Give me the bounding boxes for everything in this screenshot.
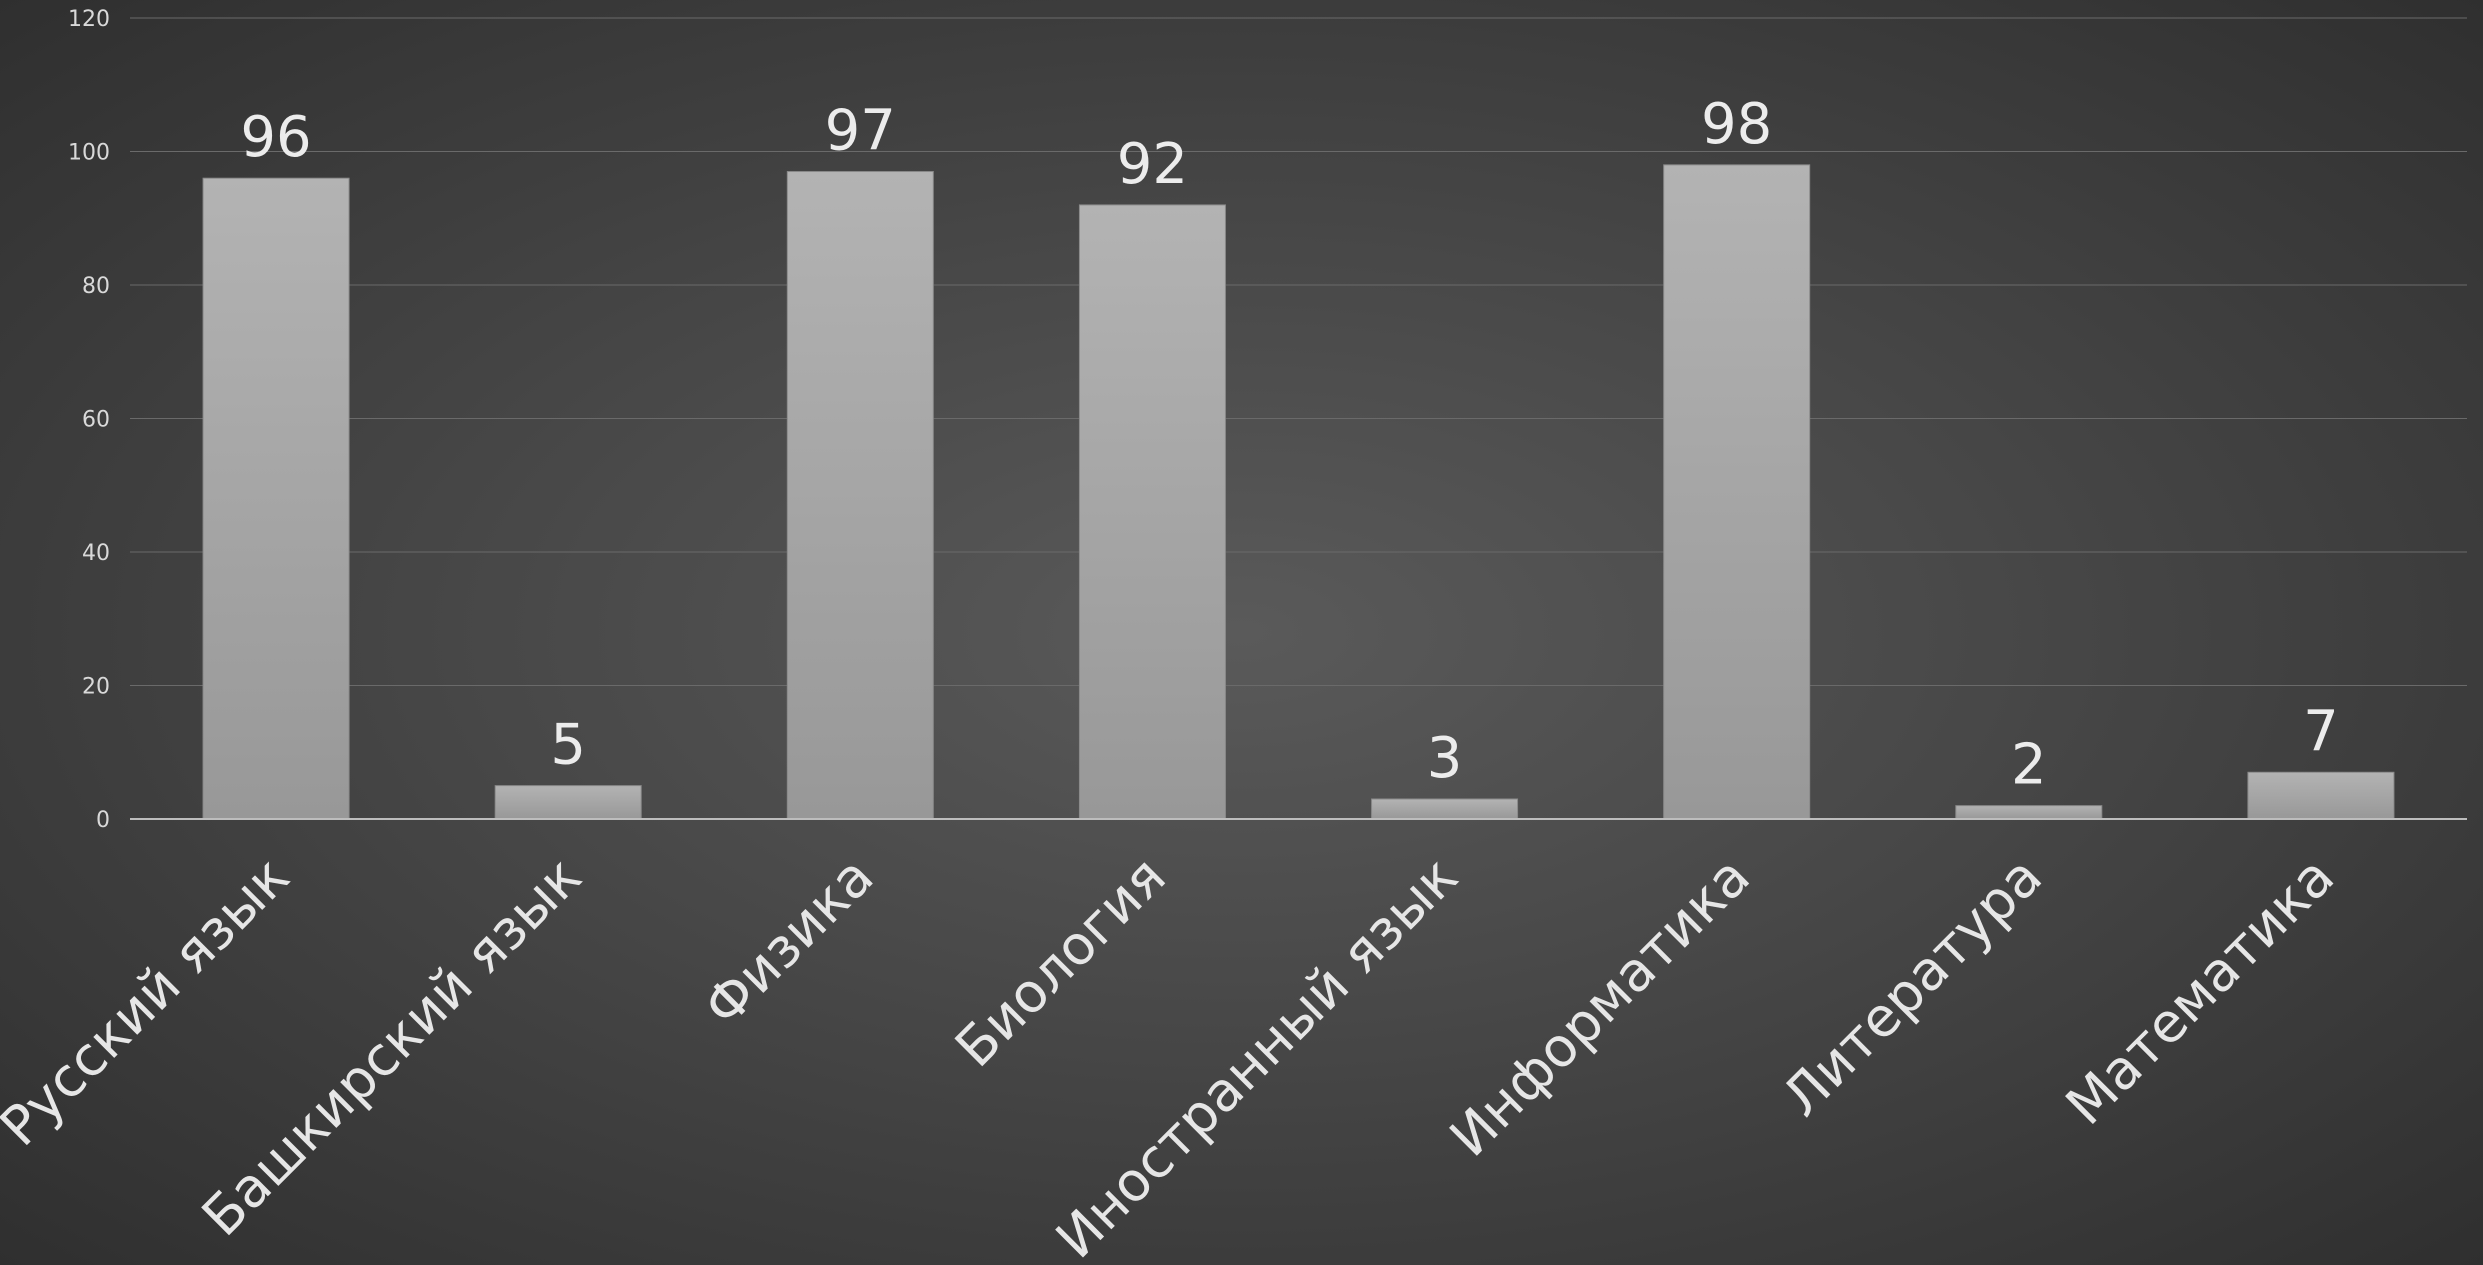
bar	[1955, 805, 2103, 820]
x-tick-label: Литература	[1770, 845, 2054, 1129]
x-tick-label: Русский язык	[0, 845, 301, 1158]
bar	[494, 785, 642, 820]
x-tick-label: Биология	[943, 845, 1178, 1080]
data-label: 7	[2303, 699, 2339, 764]
bars	[202, 164, 2395, 820]
data-label: 92	[1117, 132, 1188, 197]
bar	[1663, 164, 1811, 820]
data-label: 96	[240, 105, 311, 170]
y-tick-label: 20	[82, 675, 110, 700]
x-tick-label: Математика	[2054, 845, 2346, 1137]
y-tick-label: 100	[68, 141, 110, 166]
y-tick-label: 0	[96, 808, 110, 833]
data-label: 3	[1427, 726, 1463, 791]
y-tick-label: 80	[82, 274, 110, 299]
y-tick-label: 120	[68, 7, 110, 32]
data-label: 97	[825, 99, 896, 164]
x-tick-label: Информатика	[1438, 845, 1762, 1169]
bar	[2247, 771, 2395, 820]
y-tick-label: 60	[82, 408, 110, 433]
bar	[1078, 204, 1226, 820]
y-axis-ticks: 0 20 40 60 80 100 120	[68, 7, 110, 833]
bar	[1371, 798, 1519, 820]
data-labels: 96 5 97 92 3 98 2 7	[240, 92, 2338, 798]
data-label: 2	[2011, 733, 2047, 798]
data-label: 5	[550, 713, 586, 778]
bar	[786, 171, 934, 820]
gridlines	[130, 17, 2467, 686]
data-label: 98	[1701, 92, 1772, 157]
bar	[202, 177, 350, 820]
x-tick-label: Физика	[692, 845, 886, 1039]
y-tick-label: 40	[82, 541, 110, 566]
